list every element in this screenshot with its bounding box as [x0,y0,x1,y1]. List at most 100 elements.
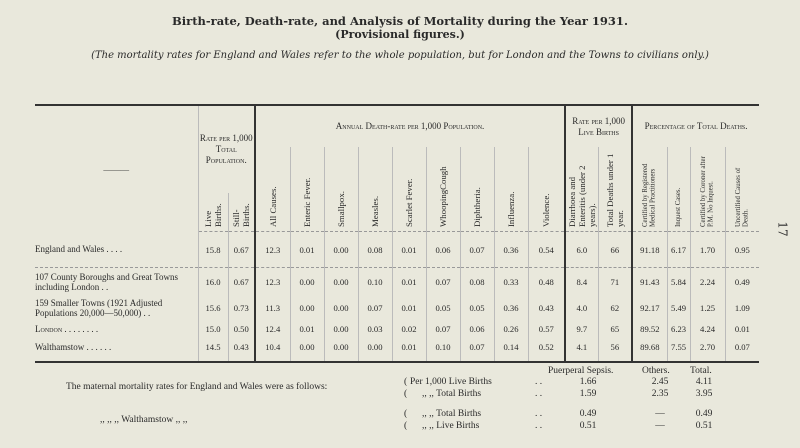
table-cell: 1.70 [689,231,726,268]
table-cell: 0.07 [425,267,460,296]
table-cell: 15.0 [197,319,228,338]
table-cell: 0.01 [391,337,426,363]
table-cell: 0.00 [289,337,324,363]
table-row: 159 Smaller Towns (1921 Adjusted Populat… [35,295,760,320]
table-cell: 91.43 [631,267,668,296]
table-cell: 0.49 [724,267,760,296]
table-cell: 0.00 [357,337,392,363]
leader-dots: . . [535,389,543,399]
table-cell: 0.14 [493,337,528,363]
column-header: Total Deaths under 1 year. [597,147,633,232]
table-cell: 89.52 [631,319,668,338]
column-header: Still-Births. [227,193,255,232]
header-total: Total. [690,366,712,376]
table-cell: 12.3 [254,267,290,296]
value-others: — [655,421,665,431]
column-header: Live Births. [197,193,228,232]
value-others: — [655,409,665,419]
row-label: England and Wales . . . . [35,231,198,268]
brace: ( [404,377,408,387]
table-cell: 0.05 [425,295,460,320]
table-cell: 0.33 [493,267,528,296]
table-cell: 0.95 [724,231,760,268]
leader-dots: . . [535,377,543,387]
table-cell: 0.01 [391,295,426,320]
table-cell: 65 [597,319,633,338]
table-cell: 0.26 [493,319,528,338]
table-cell: 0.00 [323,337,358,363]
row-label: Walthamstow . . . . . . [35,337,198,363]
table-row: Walthamstow . . . . . . 14.5 0.43 10.4 0.00 0… [35,337,760,363]
group-rate-live-births: Rate per 1,000 Live Births [564,104,633,147]
value-total: 0.49 [695,409,713,419]
table-cell: 9.7 [564,319,599,338]
table-cell: 92.17 [631,295,668,320]
value-puerperal-sepsis: 0.51 [579,421,597,431]
table-cell: 0.01 [289,231,324,268]
column-header: Violence. [527,147,566,232]
table-cell: 0.01 [391,267,426,296]
column-header-label: Violence. [541,193,552,227]
table-cell: 0.52 [527,337,566,363]
table-cell: 7.55 [666,337,691,363]
table-cell: 62 [597,295,633,320]
table-cell: 0.00 [289,295,324,320]
maternal-mortality-section: Puerperal Sepsis. Others. Total. The matern… [0,366,800,436]
rate-basis: ,, ,, Total Births [422,409,482,419]
table-cell: 0.57 [527,319,566,338]
column-header: Uncertified Causes of Death. [724,147,760,232]
value-total: 0.51 [695,421,713,431]
table-cell: 0.07 [459,337,494,363]
value-total: 4.11 [695,377,713,387]
table-cell: 5.49 [666,295,691,320]
value-others: 2.35 [651,389,669,399]
table-cell: 0.50 [227,319,255,338]
table-cell: 6.0 [564,231,599,268]
table-cell: 0.67 [227,267,255,296]
column-header: Diarrhoea and Enteritis (under 2 years). [564,147,599,232]
column-header: Inquest Cases. [666,147,691,232]
table-cell: 71 [597,267,633,296]
table-cell: 0.01 [289,319,324,338]
value-puerperal-sepsis: 1.59 [579,389,597,399]
table-cell: 0.06 [459,319,494,338]
page-title: Birth-rate, Death-rate, and Analysis of … [172,14,628,28]
column-header-label: Still-Births. [231,203,252,227]
table-note: (The mortality rates for England and Wal… [91,50,709,61]
table-cell: 0.67 [227,231,255,268]
column-header: Enteric Fever. [289,147,324,232]
column-header-label: Measles. [370,195,380,227]
row-label: London . . . . . . . . [35,323,99,334]
table-cell: 0.10 [357,267,392,296]
column-header-label: Diphtheria. [472,187,482,227]
table-cell: 0.73 [227,295,255,320]
rate-basis: Per 1,000 Live Births [410,377,492,387]
table-cell: 0.07 [425,319,460,338]
table-cell: 0.48 [527,267,566,296]
column-header-label: All Causes. [267,186,278,227]
brace: ( [404,409,408,419]
table-cell: 15.6 [197,295,228,320]
column-header-label: Influenza. [506,191,516,227]
table-row: 107 County Boroughs and Great Towns incl… [35,267,760,296]
column-header: Smallpox. [323,147,358,232]
brace: ( [404,389,408,399]
column-header-label: Scarlet Fever. [404,178,414,227]
table-cell: 14.5 [197,337,228,363]
england-wales-label: The maternal mortality rates for England… [66,382,328,392]
table-cell: 0.05 [459,295,494,320]
row-label: 107 County Boroughs and Great Towns incl… [35,271,178,292]
value-total: 3.95 [695,389,713,399]
table-cell: 0.43 [227,337,255,363]
table-cell: 91.18 [631,231,668,268]
table-cell: 0.00 [323,319,358,338]
column-header-label: Diarrhoea and Enteritis (under 2 years). [566,165,597,227]
table-cell: 0.36 [493,231,528,268]
table-cell: 4.1 [564,337,599,363]
table-cell: 0.07 [459,231,494,268]
table-cell: 0.00 [323,267,358,296]
table-cell: 0.07 [357,295,392,320]
table-cell: 6.17 [666,231,691,268]
column-header-label: Smallpox. [336,191,346,227]
table-cell: 0.00 [323,295,358,320]
